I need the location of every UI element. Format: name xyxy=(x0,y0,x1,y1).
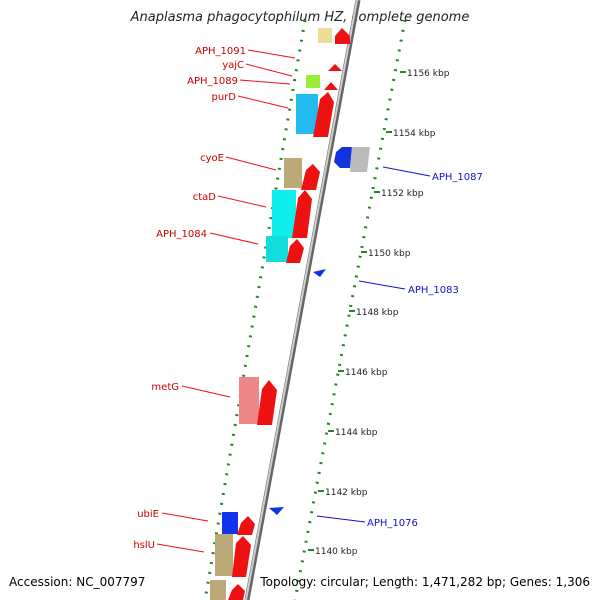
forward-gene-arrow xyxy=(292,190,312,238)
right-features xyxy=(269,147,370,515)
tick-label: 1146 kbp xyxy=(345,368,388,378)
tick-label: 1148 kbp xyxy=(356,308,399,318)
tick-label: 1154 kbp xyxy=(393,129,436,139)
gene-label: APH_1084 xyxy=(156,229,207,240)
feature-block xyxy=(239,377,259,424)
reverse-gene-arrow xyxy=(269,507,284,515)
tick-label: 1144 kbp xyxy=(335,428,378,438)
left-dotted-track xyxy=(203,19,307,600)
forward-gene-arrow xyxy=(313,92,334,137)
feature-block xyxy=(266,236,288,262)
gene-label: purD xyxy=(212,92,237,103)
tick-label: 1156 kbp xyxy=(407,69,450,79)
feature-block xyxy=(210,580,226,600)
forward-gene-arrow xyxy=(335,28,350,44)
reverse-gene-arrow xyxy=(334,147,352,168)
gene-label: cyoE xyxy=(200,153,224,164)
reverse-gene-arrow xyxy=(350,147,370,172)
topology-info: Topology: circular; Length: 1,471,282 bp… xyxy=(260,575,590,589)
forward-gene-arrow xyxy=(237,516,255,535)
forward-gene-arrow xyxy=(324,82,338,90)
feature-block xyxy=(306,75,320,88)
feature-block xyxy=(318,28,332,43)
gene-label: APH_1091 xyxy=(195,46,246,57)
scale-ticks: 1156 kbp 1154 kbp 1152 kbp 1150 kbp 1148… xyxy=(308,69,450,557)
gene-label: APH_1089 xyxy=(187,76,238,87)
gene-label: ubiE xyxy=(137,509,159,520)
forward-gene-arrow xyxy=(286,239,304,263)
gene-label: APH_1083 xyxy=(408,285,459,296)
right-gene-labels: APH_1087 APH_1083 APH_1076 xyxy=(316,166,483,529)
left-gene-labels: APH_1091 yajC APH_1089 purD cyoE ctaD AP… xyxy=(133,46,296,553)
feature-block xyxy=(215,534,233,576)
tick-label: 1142 kbp xyxy=(325,488,368,498)
forward-gene-arrow xyxy=(328,64,342,71)
tick-label: 1152 kbp xyxy=(381,189,424,199)
gene-label: hslU xyxy=(133,540,155,551)
feature-block xyxy=(284,158,302,188)
feature-block xyxy=(272,190,296,238)
accession-info: Accession: NC_007797 xyxy=(9,575,146,589)
right-dotted-track xyxy=(293,19,407,600)
feature-block xyxy=(296,94,318,134)
forward-gene-arrow xyxy=(232,536,251,577)
gene-label: APH_1076 xyxy=(367,518,418,529)
gene-label: ctaD xyxy=(193,192,217,203)
gene-label: metG xyxy=(151,382,179,393)
left-features xyxy=(210,28,350,600)
genome-backbone xyxy=(244,0,361,600)
gene-label: APH_1087 xyxy=(432,172,483,183)
forward-gene-arrow xyxy=(228,584,245,600)
gene-label: yajC xyxy=(222,60,244,71)
reverse-gene-arrow xyxy=(313,269,326,277)
tick-label: 1150 kbp xyxy=(368,249,411,259)
genome-title: Anaplasma phagocytophilum HZ, complete g… xyxy=(130,10,470,25)
forward-gene-arrow xyxy=(301,164,320,190)
feature-block xyxy=(222,512,238,534)
tick-label: 1140 kbp xyxy=(315,547,358,557)
forward-gene-arrow xyxy=(257,380,277,425)
